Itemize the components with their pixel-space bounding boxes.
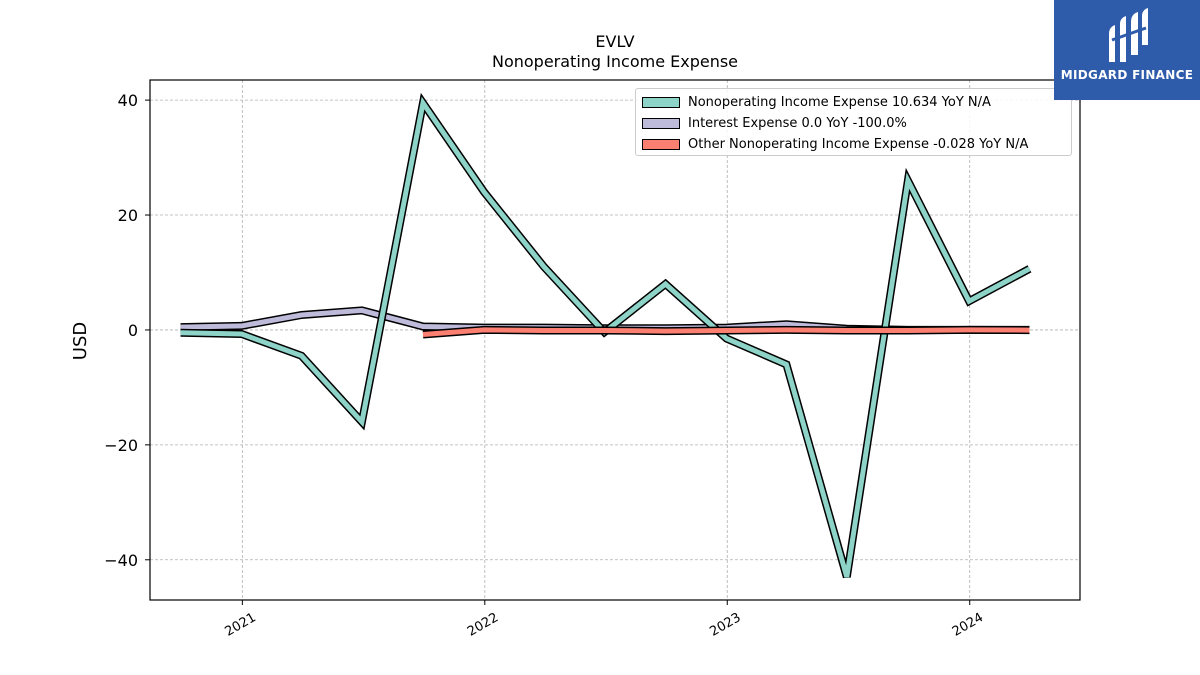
chart-title: EVLV <box>595 32 635 51</box>
x-tick-label: 2022 <box>465 610 501 640</box>
midgard-finance-logo: MIDGARD FINANCE <box>1054 0 1200 100</box>
plot-background <box>150 80 1080 600</box>
legend-item-nonoperating: Nonoperating Income Expense 10.634 YoY N… <box>642 92 1065 113</box>
x-tick-label: 2021 <box>223 610 259 640</box>
series-line-other-nonoperating-income-expense <box>422 327 1030 337</box>
legend-label-nonoperating: Nonoperating Income Expense 10.634 YoY N… <box>688 95 991 110</box>
x-tick-label: 2023 <box>707 610 743 640</box>
y-tick-label: 0 <box>128 321 138 340</box>
y-axis-label: USD <box>70 322 91 360</box>
legend-label-other: Other Nonoperating Income Expense -0.028… <box>688 137 1029 152</box>
y-tick-label: 20 <box>118 206 138 225</box>
y-tick-label: −20 <box>104 436 138 455</box>
series-lines <box>180 92 1032 579</box>
y-tick-label: −40 <box>104 551 138 570</box>
logo-mark-icon <box>1109 8 1148 62</box>
logo-text: MIDGARD FINANCE <box>1060 68 1194 82</box>
legend-item-other: Other Nonoperating Income Expense -0.028… <box>642 134 1065 155</box>
legend-swatch-nonoperating <box>642 97 680 108</box>
legend-swatch-other <box>642 139 680 150</box>
legend-item-interest: Interest Expense 0.0 YoY -100.0% <box>642 113 1065 134</box>
x-tick-label: 2024 <box>950 610 986 640</box>
chart-subtitle: Nonoperating Income Expense <box>491 52 739 71</box>
plot-frame <box>149 79 1081 601</box>
y-tick-label: 40 <box>118 91 138 110</box>
legend-label-interest: Interest Expense 0.0 YoY -100.0% <box>688 116 907 131</box>
chart-legend: Nonoperating Income Expense 10.634 YoY N… <box>635 88 1072 156</box>
legend-swatch-interest <box>642 118 680 129</box>
